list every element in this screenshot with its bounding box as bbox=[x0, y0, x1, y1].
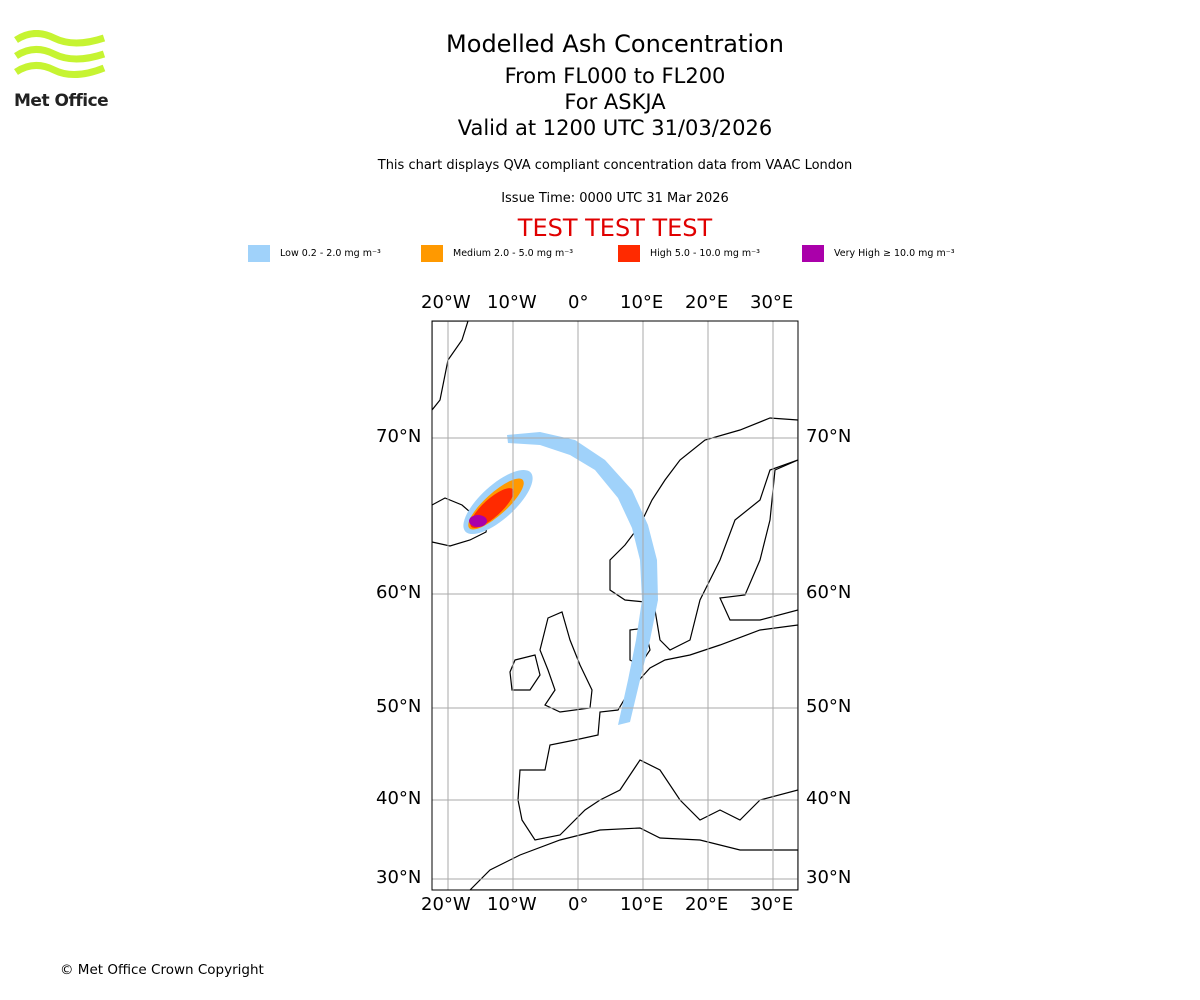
lat-tick-right: 30°N bbox=[806, 867, 852, 888]
legend-label: Low 0.2 - 2.0 mg m⁻³ bbox=[280, 248, 381, 259]
map-frame bbox=[431, 320, 799, 891]
legend-swatch bbox=[802, 245, 824, 262]
lat-tick-left: 70°N bbox=[376, 426, 422, 447]
lat-tick-right: 60°N bbox=[806, 582, 852, 603]
flight-level-range: From FL000 to FL200 bbox=[504, 64, 726, 88]
lon-tick-top: 30°E bbox=[750, 292, 794, 313]
lon-tick-top: 20°W bbox=[421, 292, 471, 313]
lat-tick-left: 50°N bbox=[376, 696, 422, 717]
lon-tick-top: 10°E bbox=[620, 292, 664, 313]
lon-tick-top: 20°E bbox=[685, 292, 729, 313]
valid-time: Valid at 1200 UTC 31/03/2026 bbox=[457, 116, 773, 140]
lon-tick-bottom: 10°E bbox=[620, 894, 664, 915]
lat-tick-left: 60°N bbox=[376, 582, 422, 603]
land bbox=[432, 321, 798, 890]
lat-tick-right: 50°N bbox=[806, 696, 852, 717]
legend-item-medium: Medium 2.0 - 5.0 mg m⁻³ bbox=[421, 245, 573, 262]
chart-title: Modelled Ash Concentration bbox=[446, 30, 784, 58]
lat-tick-left: 30°N bbox=[376, 867, 422, 888]
lat-tick-right: 40°N bbox=[806, 788, 852, 809]
greenland bbox=[432, 321, 469, 411]
legend-label: Medium 2.0 - 5.0 mg m⁻³ bbox=[453, 248, 574, 259]
lat-tick-right: 70°N bbox=[806, 426, 852, 447]
legend-swatch bbox=[421, 245, 443, 262]
subtitle: This chart displays QVA compliant concen… bbox=[377, 158, 853, 173]
legend-item-low: Low 0.2 - 2.0 mg m⁻³ bbox=[248, 245, 381, 262]
logo-text: Met Office bbox=[14, 91, 109, 111]
legend-swatch bbox=[248, 245, 270, 262]
legend-item-high: High 5.0 - 10.0 mg m⁻³ bbox=[618, 245, 760, 262]
met-office-logo bbox=[14, 30, 106, 90]
legend-label: High 5.0 - 10.0 mg m⁻³ bbox=[650, 248, 760, 259]
legend-item-very-high: Very High ≥ 10.0 mg m⁻³ bbox=[802, 245, 955, 262]
lon-tick-bottom: 0° bbox=[568, 894, 589, 915]
ireland bbox=[509, 654, 541, 691]
graticule bbox=[432, 321, 798, 890]
lon-tick-bottom: 20°W bbox=[421, 894, 471, 915]
lon-tick-top: 0° bbox=[568, 292, 589, 313]
lon-tick-bottom: 30°E bbox=[750, 894, 794, 915]
lon-tick-top: 10°W bbox=[487, 292, 537, 313]
lat-tick-left: 40°N bbox=[376, 788, 422, 809]
ash-plume bbox=[463, 432, 658, 725]
issue-time: Issue Time: 0000 UTC 31 Mar 2026 bbox=[501, 191, 729, 206]
north-africa bbox=[469, 827, 798, 890]
legend-label: Very High ≥ 10.0 mg m⁻³ bbox=[834, 248, 955, 259]
lon-tick-bottom: 20°E bbox=[685, 894, 729, 915]
copyright: © Met Office Crown Copyright bbox=[60, 962, 264, 978]
legend-swatch bbox=[618, 245, 640, 262]
lon-tick-bottom: 10°W bbox=[487, 894, 537, 915]
volcano-name: For ASKJA bbox=[564, 90, 666, 114]
europe bbox=[517, 624, 798, 841]
met-office-waves-icon bbox=[14, 30, 106, 78]
test-banner: TEST TEST TEST bbox=[517, 214, 713, 242]
plume-very-high bbox=[469, 515, 487, 527]
great-britain bbox=[539, 611, 593, 713]
